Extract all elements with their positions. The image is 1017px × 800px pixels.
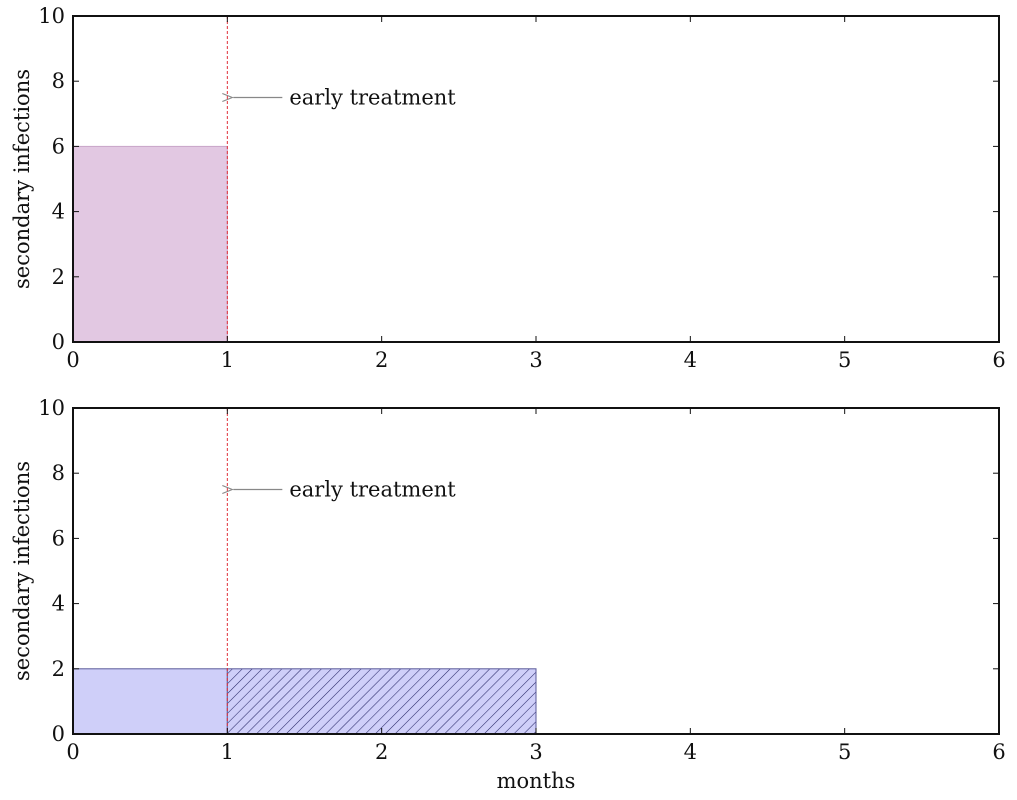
y-tick-label: 6 <box>52 526 65 550</box>
y-tick-label: 2 <box>52 265 65 289</box>
x-tick-label: 2 <box>375 348 388 372</box>
x-tick-label: 4 <box>684 740 697 764</box>
annotation-label: early treatment <box>289 478 456 502</box>
x-tick-label: 0 <box>66 348 79 372</box>
y-tick-label: 6 <box>52 134 65 158</box>
x-tick-label: 5 <box>838 348 851 372</box>
x-tick-label: 1 <box>221 348 234 372</box>
y-tick-label: 10 <box>38 4 65 28</box>
hatched-bar <box>226 668 537 735</box>
x-tick-label: 6 <box>992 740 1005 764</box>
bar <box>72 145 228 343</box>
x-tick-label: 3 <box>529 740 542 764</box>
y-tick-label: 8 <box>52 461 65 485</box>
y-tick-label: 8 <box>52 69 65 93</box>
x-tick-label: 3 <box>529 348 542 372</box>
y-tick-label: 0 <box>52 330 65 354</box>
x-tick-label: 4 <box>684 348 697 372</box>
y-tick-label: 2 <box>52 657 65 681</box>
bar <box>72 668 228 735</box>
y-axis-title: secondary infections <box>10 461 34 681</box>
chart-panel-top: early treatment 0 1 2 3 4 5 6 0 2 4 6 8 10 secondary i… <box>10 4 1006 372</box>
y-tick-label: 4 <box>52 592 65 616</box>
x-tick-label: 0 <box>66 740 79 764</box>
y-tick-label: 4 <box>52 200 65 224</box>
x-axis-title: months <box>497 769 576 793</box>
x-tick-label: 6 <box>992 348 1005 372</box>
y-tick-label: 10 <box>38 396 65 420</box>
x-tick-label: 2 <box>375 740 388 764</box>
y-tick-label: 0 <box>52 722 65 746</box>
chart-panel-bottom: early treatment 0 1 2 3 4 5 6 0 2 4 6 8 10 secondary i… <box>10 396 1006 793</box>
annotation-label: early treatment <box>289 86 456 110</box>
x-tick-label: 5 <box>838 740 851 764</box>
x-tick-label: 1 <box>221 740 234 764</box>
y-axis-title: secondary infections <box>10 69 34 289</box>
